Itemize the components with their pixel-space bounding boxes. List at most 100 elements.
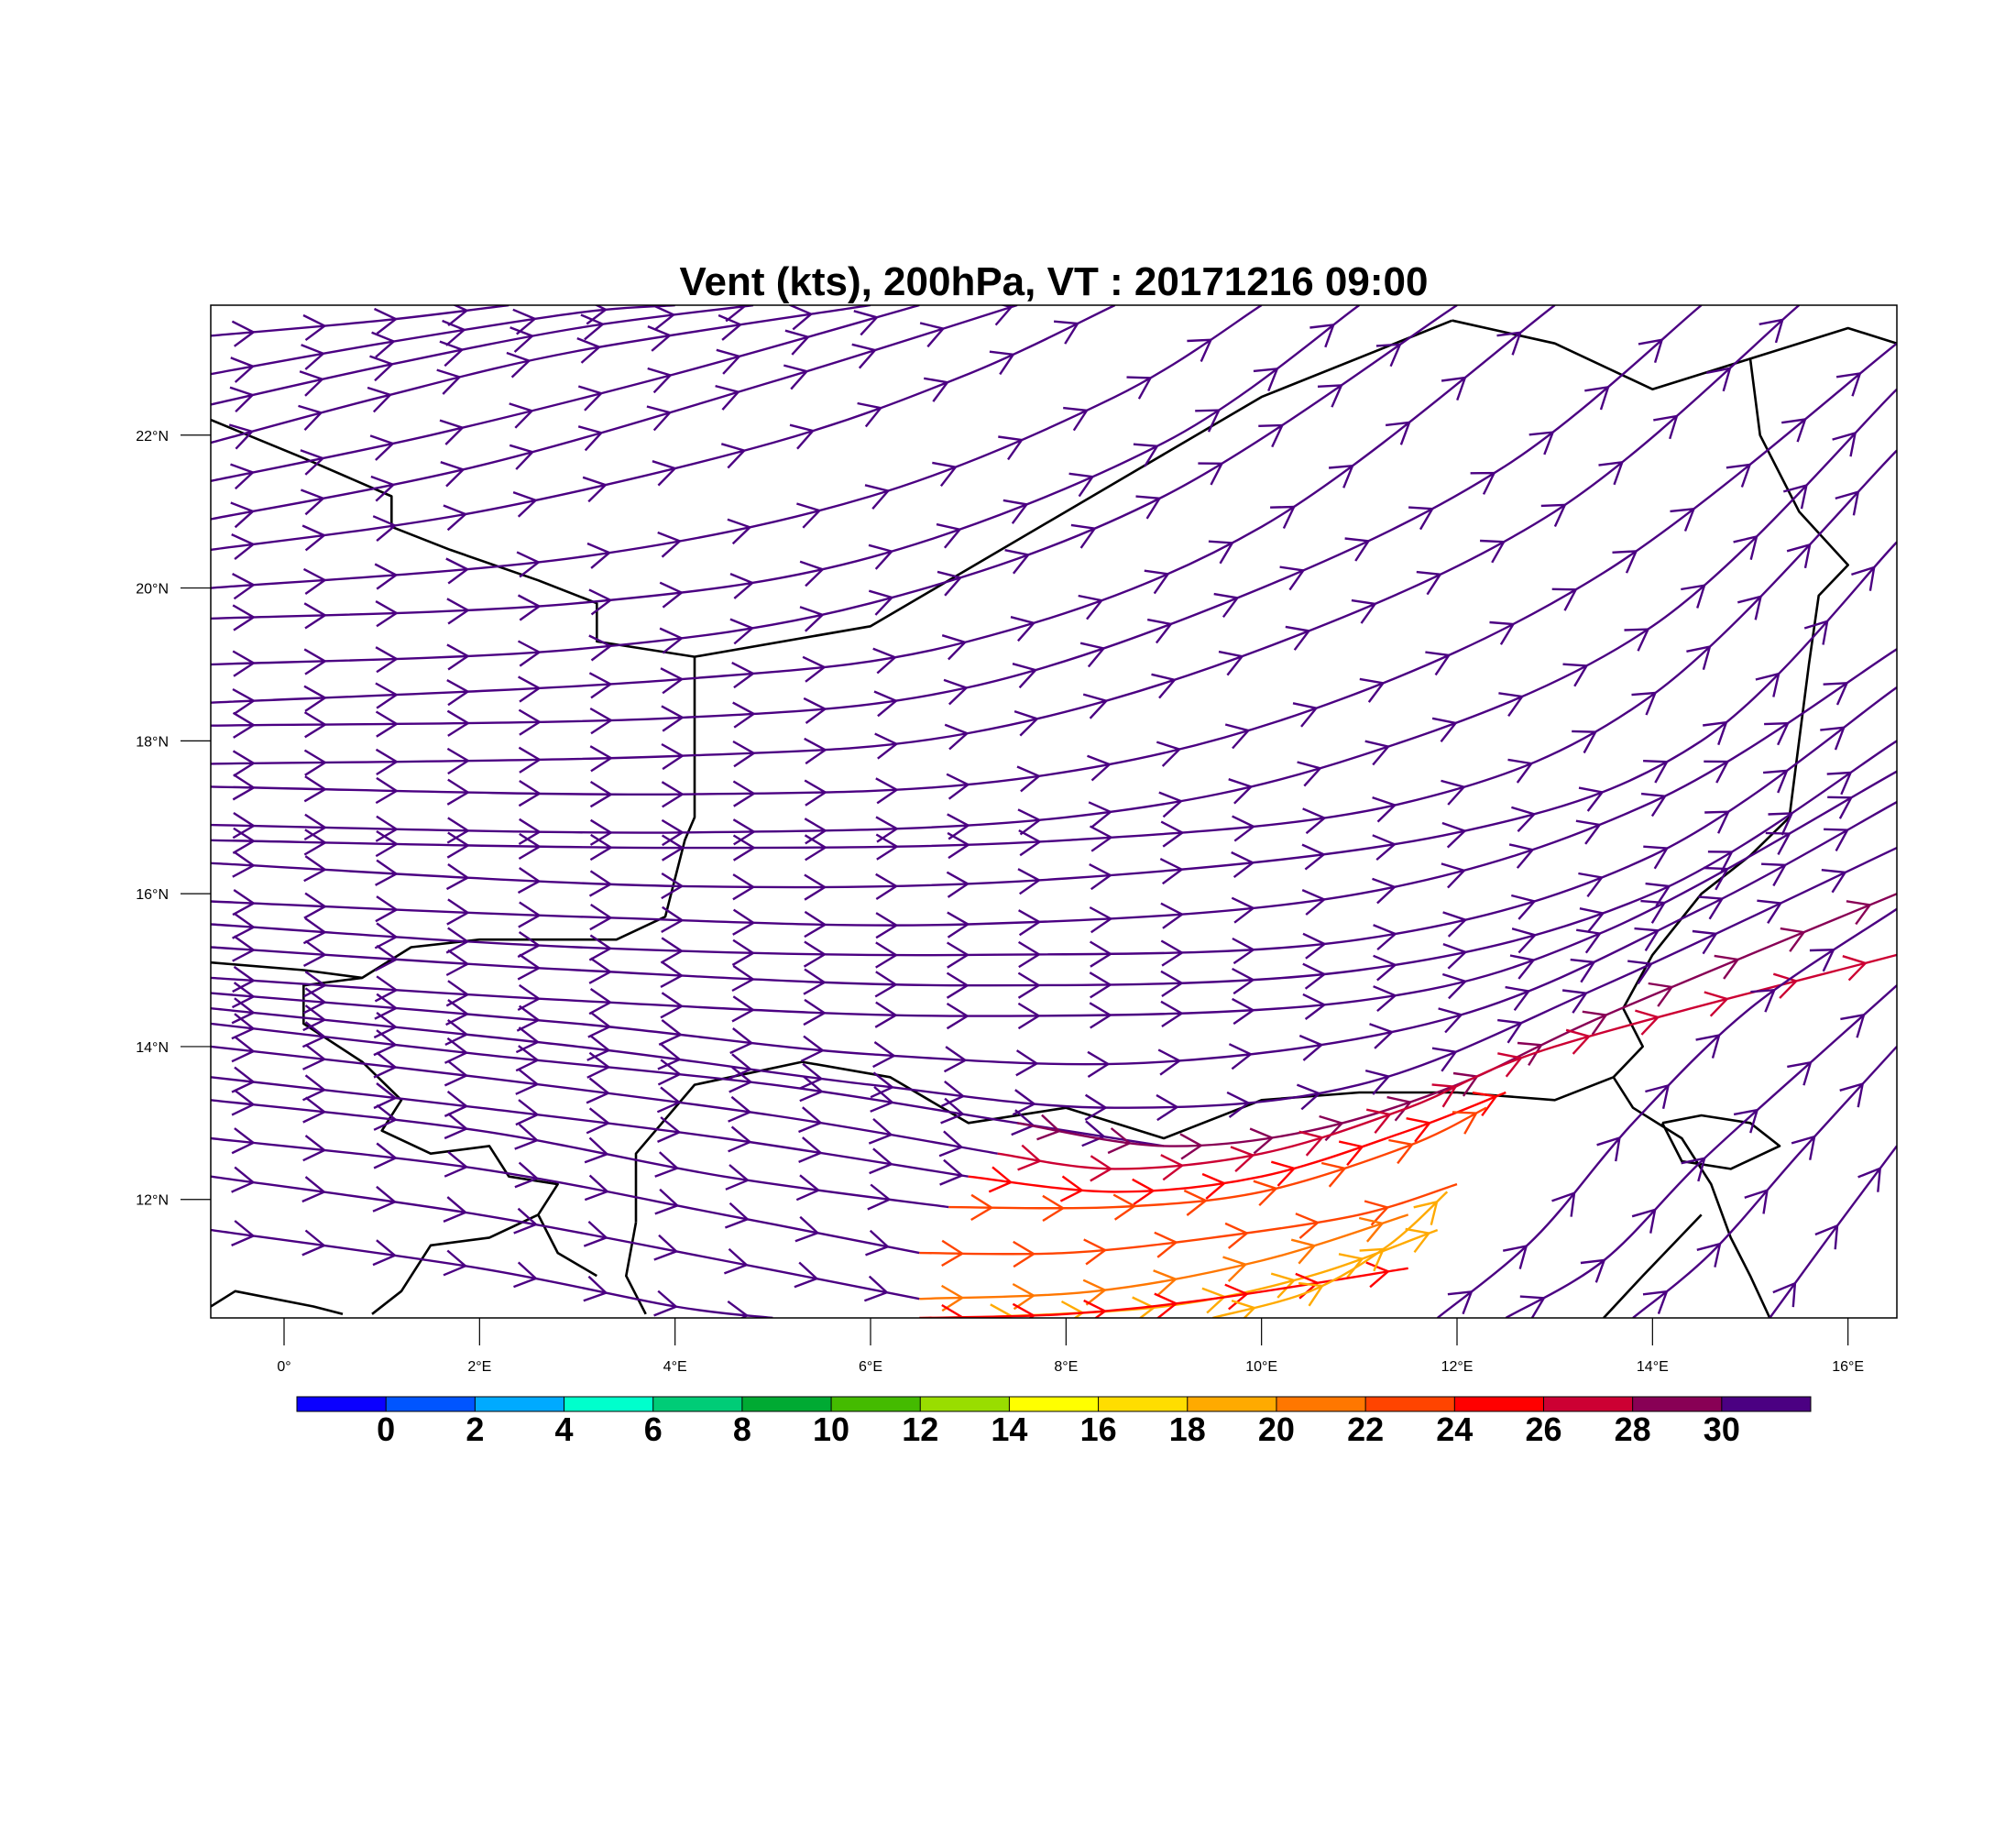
streamline-arrowhead xyxy=(1372,796,1397,823)
streamline-arrowhead xyxy=(231,1036,256,1063)
streamline-arrowhead xyxy=(1013,709,1040,737)
streamline-arrowhead xyxy=(1442,942,1468,970)
streamline-arrowhead xyxy=(1089,940,1113,968)
streamline-arrowhead xyxy=(1198,462,1224,486)
streamline-arrowhead xyxy=(939,1158,964,1186)
x-tick-label: 2°E xyxy=(467,1359,491,1375)
streamline-arrowhead xyxy=(874,971,898,998)
streamline-arrowhead xyxy=(230,357,256,383)
streamline-arrowhead xyxy=(1016,765,1042,793)
streamline-arrowhead xyxy=(1224,1222,1250,1249)
streamline-arrowhead xyxy=(1157,1048,1182,1076)
streamline-arrowhead xyxy=(1003,499,1029,524)
streamline-arrowhead xyxy=(1809,949,1835,972)
streamline-arrowhead xyxy=(1301,888,1327,916)
streamline-arrowhead xyxy=(518,818,542,846)
streamline-arrowhead xyxy=(657,1116,682,1143)
map-title: Vent (kts), 200hPa, VT : 20171216 09:00 xyxy=(680,259,1429,304)
streamline-arrowhead xyxy=(514,1161,540,1189)
streamline-arrowhead xyxy=(1823,681,1849,706)
streamline-arrowhead xyxy=(868,543,894,570)
streamline xyxy=(211,342,1897,796)
country-border xyxy=(1612,1076,1771,1318)
y-tick-label: 12°N xyxy=(136,1193,169,1209)
streamline-arrowhead xyxy=(870,1085,894,1113)
streamline-arrowhead xyxy=(300,449,325,476)
streamline-arrowhead xyxy=(1821,869,1847,894)
streamline-arrowhead xyxy=(652,305,676,331)
streamline-arrowhead xyxy=(1703,720,1728,746)
streamline-arrowhead xyxy=(509,326,535,353)
streamline-arrowhead xyxy=(798,1106,823,1134)
streamline-arrowhead xyxy=(302,313,327,342)
streamline-arrowhead xyxy=(659,581,685,609)
streamline-arrowhead xyxy=(729,618,755,645)
streamline xyxy=(211,305,754,406)
streamline-arrowhead xyxy=(1369,1023,1395,1049)
streamline-arrowhead xyxy=(1132,1296,1156,1318)
streamline-arrowhead xyxy=(1012,1302,1036,1318)
x-tick-label: 14°E xyxy=(1637,1359,1669,1375)
streamline xyxy=(211,686,1897,957)
country-border xyxy=(301,656,696,1278)
streamline-arrowhead xyxy=(1224,723,1251,750)
streamline-arrowhead xyxy=(1231,851,1255,879)
streamline-arrowhead xyxy=(303,648,327,675)
streamline-arrowhead xyxy=(1470,471,1496,495)
streamline-arrowhead xyxy=(1232,967,1255,995)
streamline-arrowhead xyxy=(1328,464,1354,488)
colorbar-label: 14 xyxy=(991,1410,1027,1448)
streamline-arrowhead xyxy=(1302,993,1327,1020)
streamline-arrowhead xyxy=(1835,490,1860,516)
streamline xyxy=(211,449,1897,850)
streamline-arrowhead xyxy=(803,998,827,1026)
streamline-arrowhead xyxy=(446,898,470,926)
streamline-arrowhead xyxy=(1079,642,1106,668)
streamline-arrowhead xyxy=(1385,421,1411,445)
streamline-arrowhead xyxy=(589,780,613,808)
streamline-arrowhead xyxy=(1270,505,1297,530)
streamline-arrowhead xyxy=(444,1037,469,1064)
streamline xyxy=(919,1213,1409,1301)
streamline-arrowhead xyxy=(303,711,328,739)
streamline xyxy=(1436,907,1897,1318)
streamline-arrowhead xyxy=(1012,1089,1036,1116)
streamline-arrowhead xyxy=(1575,819,1602,845)
streamline xyxy=(211,305,1556,704)
streamline-arrowhead xyxy=(1781,418,1807,443)
streamline-arrowhead xyxy=(789,423,816,450)
streamline-arrowhead xyxy=(1759,318,1784,344)
streamline-arrowhead xyxy=(228,423,255,450)
streamline-arrowhead xyxy=(657,531,683,558)
streamline-arrowhead xyxy=(654,1188,680,1215)
streamline-arrowhead xyxy=(369,434,395,461)
streamline-arrowhead xyxy=(436,368,462,395)
x-tick-label: 6°E xyxy=(859,1359,882,1375)
streamline-arrowhead xyxy=(1509,954,1536,980)
streamline-arrowhead xyxy=(302,917,327,945)
streamline-arrowhead xyxy=(1004,549,1031,575)
streamline-arrowhead xyxy=(1270,1160,1297,1187)
streamline-arrowhead xyxy=(947,911,970,938)
streamline-arrowhead xyxy=(577,385,604,412)
colorbar-swatch xyxy=(1098,1397,1189,1411)
streamline xyxy=(948,1106,1487,1210)
streamline-arrowhead xyxy=(1059,1175,1084,1202)
streamline-arrowhead xyxy=(1681,584,1706,609)
streamline-arrowhead xyxy=(1584,385,1610,411)
streamline-arrowhead xyxy=(444,1113,469,1140)
streamline-arrowhead xyxy=(853,310,880,336)
streamline-arrowhead xyxy=(1517,1041,1543,1067)
streamline-arrowhead xyxy=(731,662,756,689)
streamline-arrowhead xyxy=(1511,806,1537,833)
streamline-arrowhead xyxy=(1624,628,1650,652)
streamline-arrowhead xyxy=(232,851,256,878)
streamline-arrowhead xyxy=(301,1021,327,1048)
streamline-arrowhead xyxy=(584,1174,609,1202)
streamline-arrowhead xyxy=(729,1027,754,1055)
streamline-arrowhead xyxy=(1846,900,1872,926)
streamline-arrowhead xyxy=(1820,726,1846,751)
country-border xyxy=(211,319,1453,658)
streamline-arrowhead xyxy=(582,476,608,503)
streamline-arrowhead xyxy=(1090,1155,1113,1182)
